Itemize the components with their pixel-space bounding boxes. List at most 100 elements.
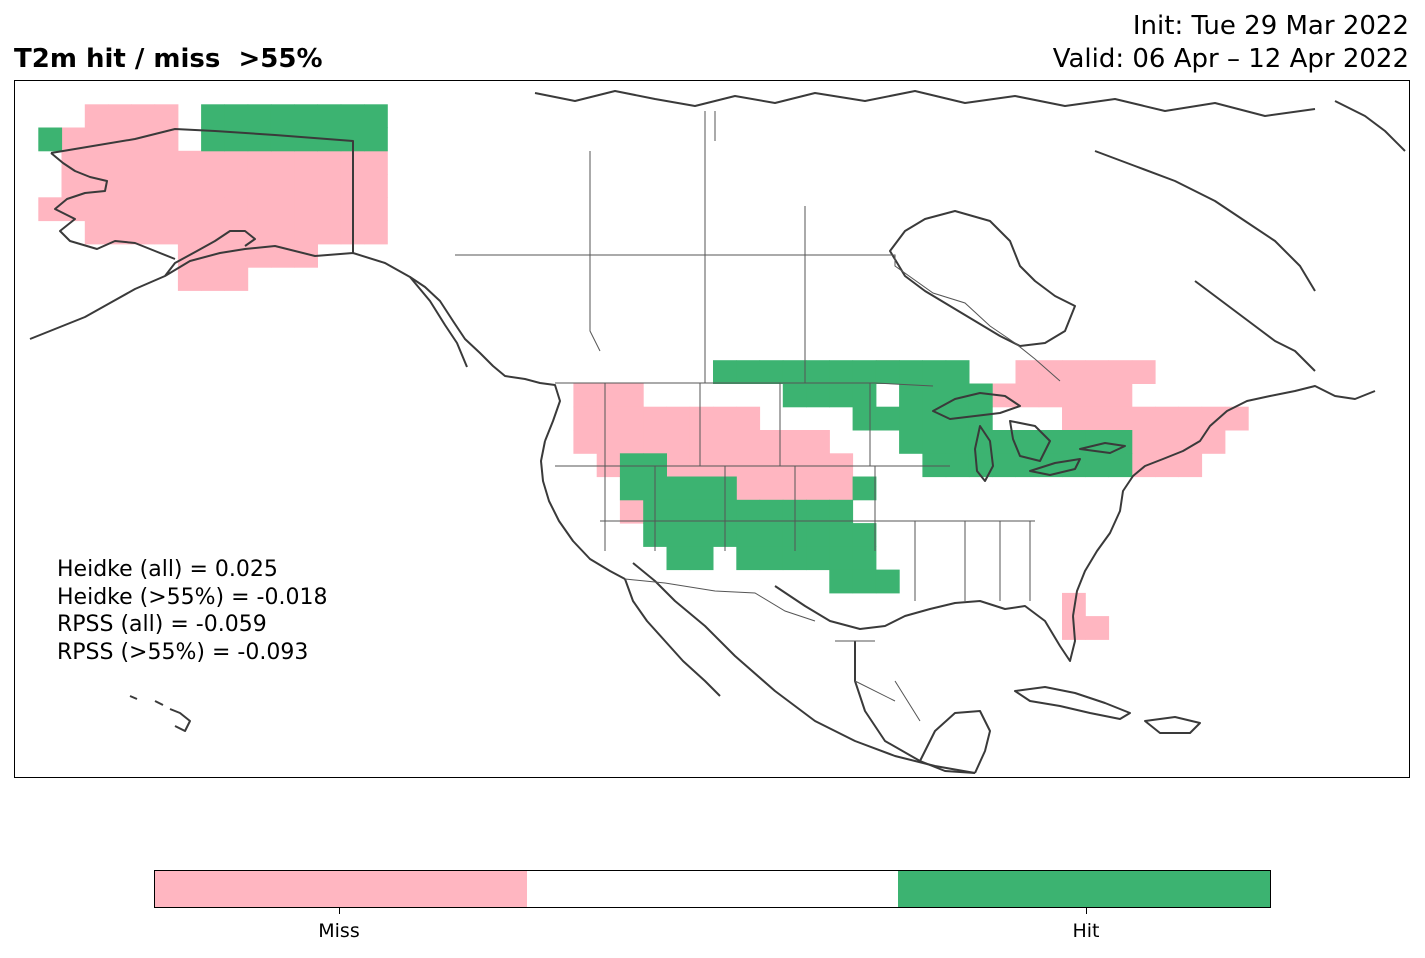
miss-cell [573, 406, 598, 431]
hit-cell [736, 360, 761, 384]
miss-cell [364, 220, 388, 245]
date-info: Init: Tue 29 Mar 2022 Valid: 06 Apr – 12… [1053, 10, 1409, 76]
coastline-alaska [29, 128, 468, 368]
map-title: T2m hit / miss >55% [14, 44, 323, 74]
miss-cell [108, 197, 132, 222]
miss-cell [1178, 430, 1203, 454]
miss-cell [596, 430, 621, 454]
miss-cell [61, 174, 86, 198]
miss-cell [61, 127, 86, 152]
hit-cell [806, 383, 830, 408]
rpss-55: RPSS (>55%) = -0.093 [57, 639, 309, 665]
miss-cell [294, 243, 318, 268]
init-date: Init: Tue 29 Mar 2022 [1132, 11, 1409, 41]
valid-range: Valid: 06 Apr – 12 Apr 2022 [1052, 44, 1409, 74]
colorbar-label-hit: Hit [1072, 920, 1100, 942]
hit-cell [759, 360, 784, 384]
miss-cell [736, 476, 761, 501]
miss-cell [224, 243, 249, 268]
hit-cell [852, 406, 877, 431]
coastlines [29, 90, 1406, 774]
coastline-gulf [774, 585, 1076, 662]
miss-cell [131, 127, 156, 152]
hit-cell [899, 383, 923, 408]
miss-cell [177, 150, 202, 175]
miss-cell [131, 104, 156, 129]
miss-cell [1062, 406, 1086, 431]
miss-cell [84, 197, 109, 222]
hit-cell [992, 453, 1016, 478]
hit-cell [643, 453, 667, 478]
coastline-pacific-northwest [409, 276, 561, 442]
hit-cell [736, 523, 761, 547]
miss-cell [201, 220, 225, 245]
hit-cell [945, 430, 970, 454]
miss-cell [1131, 430, 1156, 454]
miss-cell [294, 220, 318, 245]
miss-cell [247, 243, 272, 268]
miss-cell [759, 476, 784, 501]
hit-cell [666, 546, 691, 571]
miss-cell [1155, 430, 1179, 454]
hit-cell [666, 499, 691, 524]
hit-cell [875, 360, 900, 384]
map-frame [14, 80, 1410, 778]
miss-cell [131, 197, 156, 222]
skill-scores: Heidke (all) = 0.025 Heidke (>55%) = -0.… [57, 556, 327, 666]
miss-cell [84, 104, 109, 129]
miss-cell [1015, 383, 1040, 408]
hit-cell [1062, 453, 1086, 478]
coastline-cuba [1014, 686, 1131, 720]
miss-cell [829, 476, 854, 501]
miss-cell [294, 174, 318, 198]
miss-cell [666, 406, 691, 431]
miss-cell [131, 150, 156, 175]
miss-cell [108, 104, 132, 129]
hit-cell [922, 453, 947, 478]
hit-cell [294, 104, 318, 129]
hit-cell [968, 383, 993, 408]
colorbar-tick-miss [339, 908, 340, 914]
rpss-all: RPSS (all) = -0.059 [57, 612, 267, 637]
hit-cell [875, 569, 900, 594]
border-states [555, 382, 1035, 601]
hit-cell [782, 360, 807, 384]
lake-superior [932, 392, 1021, 420]
hit-cell [829, 569, 854, 594]
miss-cell [317, 150, 342, 175]
hit-cell [992, 430, 1016, 454]
miss-cell [177, 197, 202, 222]
miss-cell [1178, 406, 1203, 431]
hit-cell [340, 127, 365, 152]
miss-cell [619, 499, 644, 524]
miss-cell [619, 406, 644, 431]
miss-cell [270, 197, 295, 222]
miss-cell [294, 150, 318, 175]
hit-cell [782, 383, 807, 408]
hit-cell [38, 127, 63, 152]
hit-cell [968, 453, 993, 478]
miss-cell [666, 430, 691, 454]
hit-cell [666, 523, 691, 547]
hit-cell [806, 546, 830, 571]
miss-cell [38, 197, 63, 222]
miss-cell [1178, 453, 1203, 478]
border-us-mexico [624, 578, 816, 622]
miss-cell [131, 220, 156, 245]
colorbar-miss-segment [155, 871, 527, 907]
hit-cell [201, 127, 225, 152]
coastline-mexico-pacific [632, 562, 976, 774]
coastline-atlantic [1072, 385, 1376, 617]
miss-cell [270, 220, 295, 245]
hit-cell [364, 127, 388, 152]
miss-cell [1085, 383, 1110, 408]
forecast-map [29, 90, 1406, 774]
hit-cell [852, 360, 877, 384]
verification-cells [38, 104, 1249, 640]
miss-cell [1131, 406, 1156, 431]
hit-cell [922, 430, 947, 454]
miss-cell [736, 453, 761, 478]
miss-cell [1131, 360, 1156, 384]
miss-cell [713, 406, 737, 431]
miss-cell [736, 406, 761, 431]
